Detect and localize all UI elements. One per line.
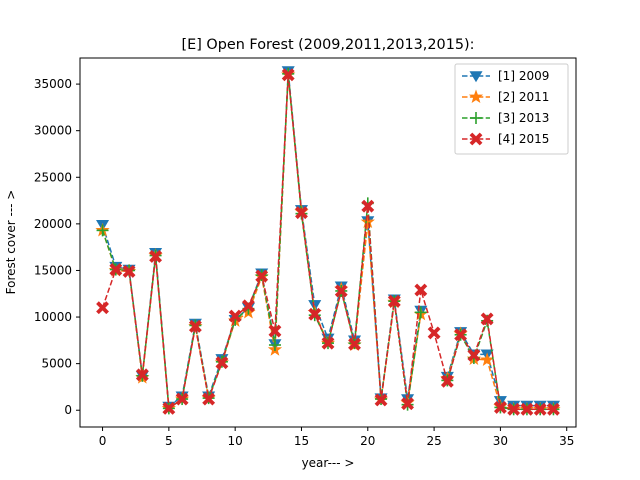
data-point <box>295 206 308 220</box>
data-point <box>268 339 281 351</box>
y-tick-label: 5000 <box>41 357 72 371</box>
data-point <box>228 309 242 323</box>
data-point <box>96 224 109 237</box>
data-point <box>215 356 229 370</box>
legend-item-1: [1] 2009 <box>462 69 549 83</box>
data-point <box>454 328 468 342</box>
data-point <box>268 324 282 338</box>
data-point <box>96 301 109 315</box>
legend-marker <box>470 112 482 124</box>
data-point <box>255 269 269 283</box>
data-point <box>188 319 202 333</box>
y-tick-label: 0 <box>64 403 72 417</box>
legend-item-2: [2] 2011 <box>462 89 549 104</box>
data-point <box>507 402 521 416</box>
legend-marker <box>469 132 483 146</box>
data-point <box>414 283 428 297</box>
y-tick-label: 30000 <box>34 124 72 138</box>
legend-label: [1] 2009 <box>498 69 549 83</box>
data-point <box>360 214 375 229</box>
data-point <box>334 284 348 298</box>
data-point <box>533 402 547 416</box>
data-point <box>175 392 189 406</box>
legend: [1] 2009 [2] 2011 [3] 2013 [4] 2015 <box>454 63 569 155</box>
x-tick-label: 30 <box>493 434 508 448</box>
data-point <box>361 199 375 213</box>
data-point <box>122 264 136 278</box>
data-point <box>281 68 295 82</box>
data-point <box>547 402 560 416</box>
legend-label: [3] 2013 <box>498 111 549 125</box>
legend-box <box>454 63 569 155</box>
data-point <box>480 352 495 366</box>
legend-marker <box>469 71 483 83</box>
axes-frame <box>79 57 577 428</box>
y-tick-label: 15000 <box>34 263 72 277</box>
x-tick-label: 5 <box>165 434 173 448</box>
data-point <box>414 306 427 319</box>
data-point <box>202 392 216 406</box>
data-point <box>493 401 507 414</box>
y-tick-label: 10000 <box>34 310 72 324</box>
legend-item-4: [4] 2015 <box>462 132 549 146</box>
series-layer <box>95 66 561 416</box>
data-point <box>440 374 454 388</box>
y-tick-label: 20000 <box>34 217 72 231</box>
data-point <box>321 336 335 350</box>
legend-label: [4] 2015 <box>498 132 549 146</box>
x-axis-title: year--- > <box>302 456 355 470</box>
x-tick-label: 15 <box>294 434 309 448</box>
data-point <box>308 307 322 321</box>
data-point <box>374 393 388 407</box>
x-tick-label: 25 <box>426 434 441 448</box>
y-tick-label: 25000 <box>34 170 72 184</box>
y-axis-title: Forest cover --- > <box>4 190 18 295</box>
data-point <box>520 402 534 416</box>
data-point <box>427 326 441 340</box>
x-tick-label: 0 <box>99 434 107 448</box>
data-point <box>135 368 149 382</box>
legend-label: [2] 2011 <box>498 90 549 104</box>
x-tick-label: 35 <box>559 434 574 448</box>
data-point <box>387 294 401 308</box>
data-point <box>348 337 361 351</box>
series-4 <box>96 68 560 416</box>
data-point <box>401 397 414 411</box>
data-point <box>480 312 494 326</box>
data-point <box>467 348 481 362</box>
axes-layer: 0 5 10 15 20 25 30 35 0 5000 10000 15000 20000 25000 3… <box>34 57 577 448</box>
x-tick-label: 10 <box>228 434 243 448</box>
legend-marker <box>468 89 484 104</box>
chart-title: [E] Open Forest (2009,2011,2013,2015): <box>182 37 475 53</box>
data-point <box>149 250 163 263</box>
legend-item-3: [3] 2013 <box>462 111 549 125</box>
y-tick-label: 35000 <box>34 77 72 91</box>
data-point <box>162 401 176 415</box>
x-tick-label: 20 <box>360 434 375 448</box>
data-point <box>109 263 123 276</box>
data-point <box>242 299 255 313</box>
